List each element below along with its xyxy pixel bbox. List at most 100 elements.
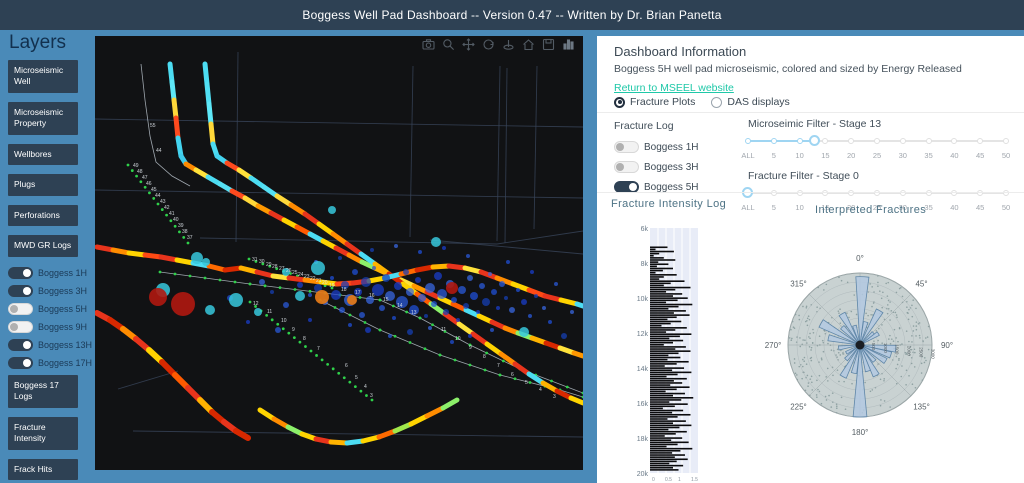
microseismic-filter-slider[interactable]	[745, 135, 1009, 147]
slider-tick-dot[interactable]	[1003, 190, 1009, 196]
stage-number-label: 47	[142, 175, 148, 181]
grid-line	[409, 65, 414, 238]
fracture-scatter-dot	[905, 330, 908, 332]
fracture-scatter-dot	[855, 313, 858, 316]
log-bar	[650, 407, 663, 410]
slider-tick-dot[interactable]	[899, 190, 906, 196]
well-trace-segment	[498, 351, 518, 367]
plotly-logo-icon[interactable]	[562, 38, 575, 51]
slider-tick-dot[interactable]	[770, 190, 777, 196]
slider-tick-dot[interactable]	[874, 190, 880, 196]
layer-button-microseismic-property[interactable]: Microseismic Property	[8, 101, 78, 135]
microseismic-event	[372, 266, 376, 270]
slider-tick-dot[interactable]	[925, 190, 932, 196]
slider-tick-dot[interactable]	[925, 138, 932, 144]
slider-tick-dot[interactable]	[822, 138, 829, 144]
toggle-switch[interactable]	[8, 320, 33, 333]
slider-tick-dot[interactable]	[951, 138, 958, 144]
slider-tick-dot[interactable]	[848, 190, 855, 196]
microseismic-event	[338, 256, 342, 260]
toggle-switch[interactable]	[8, 356, 33, 369]
perforation-dot	[304, 345, 307, 348]
slider-tick-dot[interactable]	[848, 138, 855, 144]
slider-tick-dot[interactable]	[822, 190, 829, 196]
slider-handle[interactable]	[809, 135, 821, 146]
log-bar	[650, 405, 675, 408]
toggle-switch[interactable]	[8, 284, 33, 297]
perforation-dot	[268, 264, 272, 268]
stage-number-label: 16	[369, 293, 375, 299]
stage-number-label: 37	[187, 235, 193, 241]
well-trace-segment	[202, 61, 210, 87]
fracture-scatter-dot	[897, 340, 899, 343]
layer-button-frack-hits[interactable]: Frack Hits	[8, 458, 78, 481]
toggle-switch[interactable]	[614, 161, 639, 173]
well-trace-segment	[142, 252, 164, 260]
slider-tick-dot[interactable]	[796, 190, 803, 196]
radio-fracture-plots[interactable]: Fracture Plots	[614, 96, 695, 108]
toggle-switch[interactable]	[614, 141, 639, 153]
layer-button-boggess-17-logs[interactable]: Boggess 17 Logs	[8, 374, 78, 408]
slider-tick-dot[interactable]	[770, 138, 777, 144]
orbit-icon[interactable]	[482, 38, 495, 51]
layer-button-microseismic-well[interactable]: Microseismic Well	[8, 60, 78, 93]
microseismic-event	[191, 252, 203, 264]
stage-number-label: 41	[169, 211, 175, 217]
perforation-dot	[348, 313, 352, 317]
perforation-dot	[160, 208, 164, 211]
slider-tick-dot[interactable]	[899, 138, 906, 144]
fracture-scatter-dot	[805, 363, 808, 365]
zoom-icon[interactable]	[442, 38, 455, 51]
slider-tick-dot[interactable]	[951, 190, 958, 196]
slider-tick-dot[interactable]	[977, 190, 984, 196]
camera-icon[interactable]	[422, 38, 435, 51]
pan-icon[interactable]	[462, 38, 475, 51]
fracture-scatter-dot	[824, 395, 827, 398]
mseel-website-link[interactable]: Return to MSEEL website	[614, 82, 734, 94]
well-trace-segment	[302, 211, 322, 227]
toggle-switch[interactable]	[8, 338, 33, 351]
microseismic-event	[407, 329, 413, 335]
microseismic-event	[352, 269, 358, 275]
layer-button-wellbores[interactable]: Wellbores	[8, 143, 78, 166]
toggle-label: Boggess 9H	[38, 321, 88, 332]
fracture-scatter-dot	[898, 359, 900, 361]
toggle-switch[interactable]	[8, 302, 33, 315]
slider-tick-dot[interactable]	[745, 138, 751, 144]
microseismic-event	[451, 297, 457, 303]
layer-button-fracture-intensity[interactable]: Fracture Intensity	[8, 416, 78, 450]
home-icon[interactable]	[522, 38, 535, 51]
slider-tick-dot[interactable]	[1003, 138, 1009, 144]
fracture-filter-slider[interactable]	[742, 187, 1009, 199]
perforation-dot	[320, 358, 324, 362]
log-bar	[650, 399, 682, 401]
log-bar	[650, 445, 667, 448]
radio-das-displays[interactable]: DAS displays	[711, 96, 790, 108]
layer-button-plugs[interactable]: Plugs	[8, 174, 78, 196]
interpreted-fractures-chart[interactable]: 0° 45° 90° 135° 180° 225° 270° 315° 500 1000 1500 2…	[752, 216, 968, 470]
layer-button-perforations[interactable]: Perforations	[8, 204, 78, 227]
toggle-switch[interactable]	[8, 266, 33, 279]
fracture-scatter-dot	[865, 312, 867, 315]
well-trace-segment	[392, 421, 414, 434]
log-bar	[650, 426, 680, 429]
save-icon[interactable]	[542, 38, 555, 51]
slider-tick-dot[interactable]	[874, 138, 880, 144]
well-trace-segment	[159, 359, 178, 378]
well-trace-segment	[376, 428, 398, 440]
slider-tick-dot[interactable]	[977, 138, 984, 144]
slider-tick-label: 35	[924, 203, 933, 212]
fracture-log-toggle-1h: Boggess 1H	[614, 140, 698, 154]
fracture-intensity-log-title: Fracture Intensity Log	[611, 198, 727, 210]
log-bar	[650, 320, 682, 323]
log-bar	[650, 462, 670, 465]
log-bar	[650, 274, 677, 276]
slider-tick-dot[interactable]	[796, 138, 803, 144]
turntable-icon[interactable]	[502, 38, 515, 51]
layer-button-mwd-gr-logs[interactable]: MWD GR Logs	[8, 235, 78, 257]
perforation-dot	[143, 185, 147, 189]
fracture-scatter-dot	[917, 322, 920, 325]
title-bar: Boggess Well Pad Dashboard -- Version 0.…	[0, 0, 1024, 30]
